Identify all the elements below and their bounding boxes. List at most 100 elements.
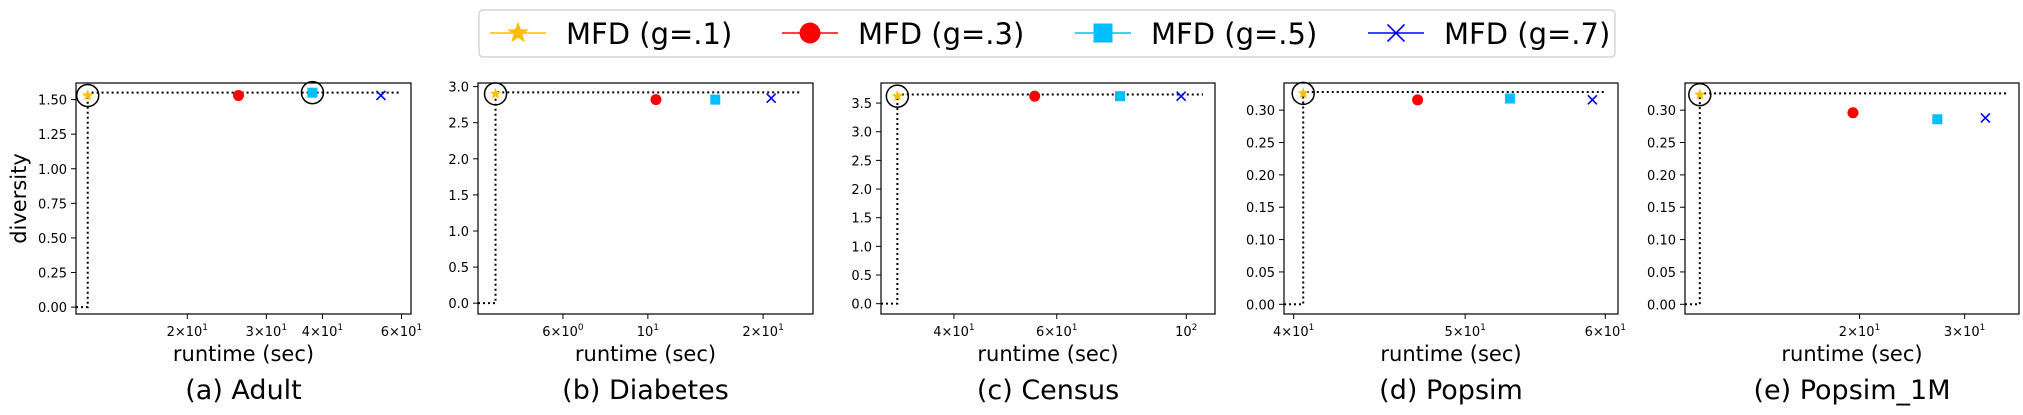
x-tick-label: 3×101 bbox=[246, 323, 287, 340]
legend-circle-marker bbox=[799, 22, 821, 44]
x-axis-label: runtime (sec) bbox=[977, 342, 1118, 366]
panel-caption: (b) Diabetes bbox=[562, 375, 729, 406]
y-tick-label: 0.25 bbox=[1246, 137, 1275, 152]
y-tick-label: 0.5 bbox=[448, 261, 469, 276]
y-tick-label: 3.5 bbox=[851, 97, 872, 112]
x-axis-label: runtime (sec) bbox=[1380, 342, 1521, 366]
legend-entry: MFD (g=.7) bbox=[1368, 17, 1610, 51]
plot-frame bbox=[1684, 82, 2020, 315]
legend-label: MFD (g=.1) bbox=[566, 17, 732, 51]
point-square bbox=[1114, 91, 1125, 102]
y-tick-label: 1.5 bbox=[448, 189, 469, 204]
legend-label: MFD (g=.5) bbox=[1151, 17, 1317, 51]
legend-star-marker bbox=[507, 21, 529, 43]
legend-square-marker bbox=[1093, 23, 1113, 43]
frontier-line bbox=[478, 91, 801, 305]
y-tick-label: 0.00 bbox=[1246, 298, 1275, 313]
y-tick-label: 0.0 bbox=[448, 297, 469, 312]
y-axis-label: diversity bbox=[7, 153, 31, 244]
panel-caption: (e) Popsim_1M bbox=[1753, 375, 1950, 406]
legend-label: MFD (g=.3) bbox=[858, 17, 1024, 51]
frontier-line bbox=[76, 91, 399, 309]
x-tick-label: 4×101 bbox=[933, 323, 974, 340]
highlight-circle bbox=[1291, 81, 1315, 106]
x-tick-label: 6×101 bbox=[1036, 323, 1077, 340]
y-tick-label: 0.10 bbox=[1246, 234, 1275, 249]
y-tick-label: 0.05 bbox=[1246, 266, 1275, 281]
x-tick-label: 6×101 bbox=[381, 323, 422, 340]
y-tick-label: 0.20 bbox=[1647, 169, 1676, 184]
point-x bbox=[1176, 91, 1187, 102]
chart-panel: 0.00 0.05 0.10 0.15 0.20 0.25 0.30 2×101 3×101 ru… bbox=[1647, 82, 2020, 406]
y-tick-label: 0.5 bbox=[851, 269, 872, 284]
highlight-circle bbox=[75, 83, 100, 108]
frontier-line bbox=[881, 93, 1203, 305]
panel-caption: (c) Census bbox=[977, 375, 1119, 406]
y-tick-label: 1.5 bbox=[851, 212, 872, 227]
y-tick-label: 1.00 bbox=[38, 163, 67, 178]
y-tick-label: 0.20 bbox=[1246, 169, 1275, 184]
y-tick-label: 0.15 bbox=[1647, 201, 1676, 216]
y-tick-label: 0.15 bbox=[1246, 201, 1275, 216]
y-tick-label: 0.00 bbox=[38, 301, 67, 316]
y-tick-label: 1.50 bbox=[38, 94, 67, 109]
point-circle bbox=[1412, 94, 1424, 106]
legend-label: MFD (g=.7) bbox=[1444, 17, 1610, 51]
highlight-circle bbox=[885, 84, 910, 108]
y-tick-label: 2.5 bbox=[448, 117, 469, 132]
point-circle bbox=[232, 89, 244, 101]
point-x bbox=[1587, 94, 1598, 105]
plot-frame bbox=[75, 82, 412, 315]
frontier-line bbox=[1685, 92, 2007, 306]
x-tick-label: 6×100 bbox=[542, 323, 584, 340]
x-tick-label: 2×101 bbox=[1839, 323, 1880, 340]
y-tick-label: 2.0 bbox=[851, 183, 872, 198]
chart-panel: 0.0 0.5 1.0 1.5 2.0 2.5 3.0 3.5 4×101 6×101 102 run… bbox=[851, 82, 1216, 406]
point-square bbox=[710, 94, 721, 105]
point-x bbox=[1980, 112, 1991, 124]
x-tick-label: 2×101 bbox=[167, 323, 208, 340]
x-tick-label: 3×101 bbox=[1944, 323, 1985, 340]
x-axis-label: runtime (sec) bbox=[575, 342, 716, 366]
frontier-line bbox=[1284, 91, 1606, 306]
y-tick-label: 0.25 bbox=[38, 267, 67, 282]
legend-x-marker bbox=[1386, 23, 1406, 43]
y-tick-label: 0.0 bbox=[851, 298, 872, 313]
y-tick-label: 1.0 bbox=[448, 225, 469, 240]
point-x bbox=[766, 93, 777, 104]
chart-panel: 0.00 0.05 0.10 0.15 0.20 0.25 0.30 4×101 5×101 6×… bbox=[1246, 81, 1626, 406]
point-square bbox=[1932, 114, 1943, 125]
y-tick-label: 0.50 bbox=[38, 232, 67, 247]
x-axis-label: runtime (sec) bbox=[1781, 342, 1922, 366]
plot-frame bbox=[1283, 82, 1619, 315]
y-tick-label: 0.30 bbox=[1246, 104, 1275, 119]
highlight-circle bbox=[1688, 82, 1712, 107]
panel-caption: (a) Adult bbox=[185, 375, 302, 406]
point-circle bbox=[650, 94, 662, 106]
panel-caption: (d) Popsim bbox=[1379, 375, 1523, 406]
legend-entry: MFD (g=.3) bbox=[782, 17, 1024, 51]
point-star bbox=[1694, 88, 1706, 100]
x-tick-label: 4×101 bbox=[302, 323, 343, 340]
legend-entry: MFD (g=.5) bbox=[1075, 17, 1317, 51]
highlight-circle bbox=[300, 80, 325, 105]
point-star bbox=[82, 89, 94, 101]
legend: MFD (g=.1) MFD (g=.3) MFD (g=.5) MFD (g=.7) bbox=[478, 9, 1616, 58]
x-tick-label: 102 bbox=[1175, 323, 1197, 340]
x-tick-label: 101 bbox=[637, 323, 659, 340]
plot-frame bbox=[477, 82, 814, 315]
y-tick-label: 1.25 bbox=[38, 128, 67, 143]
point-star bbox=[891, 90, 904, 102]
x-tick-label: 5×101 bbox=[1444, 323, 1485, 340]
chart-panels: 0.00 0.25 0.50 0.75 1.00 1.25 1.50 2×101 3×101 4×… bbox=[7, 80, 2020, 406]
y-tick-label: 3.0 bbox=[851, 126, 872, 141]
chart-panel: 0.00 0.25 0.50 0.75 1.00 1.25 1.50 2×101 3×101 4×… bbox=[7, 80, 422, 406]
plot-frame bbox=[880, 82, 1216, 315]
chart-panel: 0.0 0.5 1.0 1.5 2.0 2.5 3.0 6×100 101 2×101 runtim… bbox=[448, 81, 814, 406]
legend-entry: MFD (g=.1) bbox=[490, 17, 732, 51]
point-square bbox=[1504, 93, 1515, 104]
highlight-circle bbox=[483, 82, 508, 106]
y-tick-label: 1.0 bbox=[851, 240, 872, 255]
x-tick-label: 2×101 bbox=[742, 323, 783, 340]
